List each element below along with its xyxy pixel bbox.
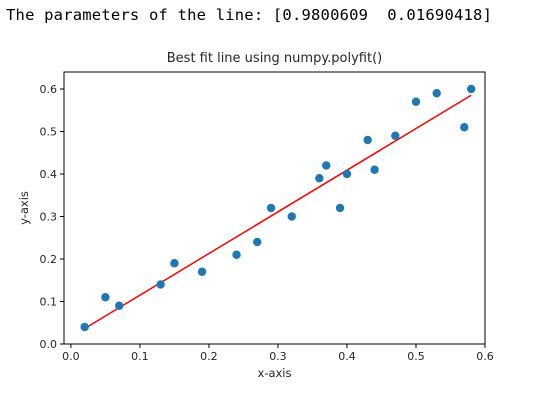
scatter-point xyxy=(335,203,345,213)
x-axis-label: x-axis xyxy=(258,366,292,380)
y-tick-label: 0.3 xyxy=(40,211,58,224)
scatter-point xyxy=(363,135,372,145)
x-tick-label: 0.2 xyxy=(200,350,218,363)
plot-frame xyxy=(63,71,486,345)
y-tick-label: 0.4 xyxy=(40,168,58,181)
y-tick-label: 0.6 xyxy=(40,83,58,96)
plot-area: 0.0 0.1 0.2 0.3 0.4 0.5 0.6 0.0 0.1 0.2 0.3 0.4 0.5 0… xyxy=(40,71,494,363)
scatter-point xyxy=(315,174,324,183)
scatter-point xyxy=(411,97,421,106)
scatter-point xyxy=(322,161,331,170)
x-tick-label: 0.1 xyxy=(131,350,149,363)
best-fit-line xyxy=(84,94,472,330)
scatter-point xyxy=(80,322,89,332)
y-tick-label: 0.0 xyxy=(40,338,58,351)
scatter-point xyxy=(101,293,110,302)
scatter-point xyxy=(115,301,124,310)
x-tick-label: 0.5 xyxy=(407,350,425,363)
y-tick-label: 0.5 xyxy=(40,126,58,139)
scatter-point xyxy=(156,280,165,289)
y-axis-label: y-axis xyxy=(17,191,31,225)
scatter-point xyxy=(287,212,296,221)
scatter-point xyxy=(432,89,441,98)
scatter-point xyxy=(466,84,476,94)
y-tick-label: 0.2 xyxy=(40,253,58,266)
scatter-point xyxy=(391,131,400,140)
parameters-output-text: The parameters of the line: [0.9800609 0… xyxy=(6,6,493,24)
scatter-point xyxy=(253,237,262,247)
x-tick-label: 0.4 xyxy=(338,350,356,363)
y-tick-label: 0.1 xyxy=(40,296,58,309)
scatter-point xyxy=(370,165,379,174)
scatter-point xyxy=(266,203,276,213)
x-tick-label: 0.0 xyxy=(62,350,80,363)
scatter-point xyxy=(232,250,241,259)
scatter-point xyxy=(197,267,207,276)
chart-title: Best fit line using numpy.polyfit() xyxy=(167,51,382,66)
scatter-point xyxy=(460,123,469,132)
scatter-point xyxy=(342,169,352,179)
scatter-point xyxy=(170,259,179,268)
x-tick-label: 0.3 xyxy=(269,350,287,363)
x-tick-label: 0.6 xyxy=(476,350,494,363)
